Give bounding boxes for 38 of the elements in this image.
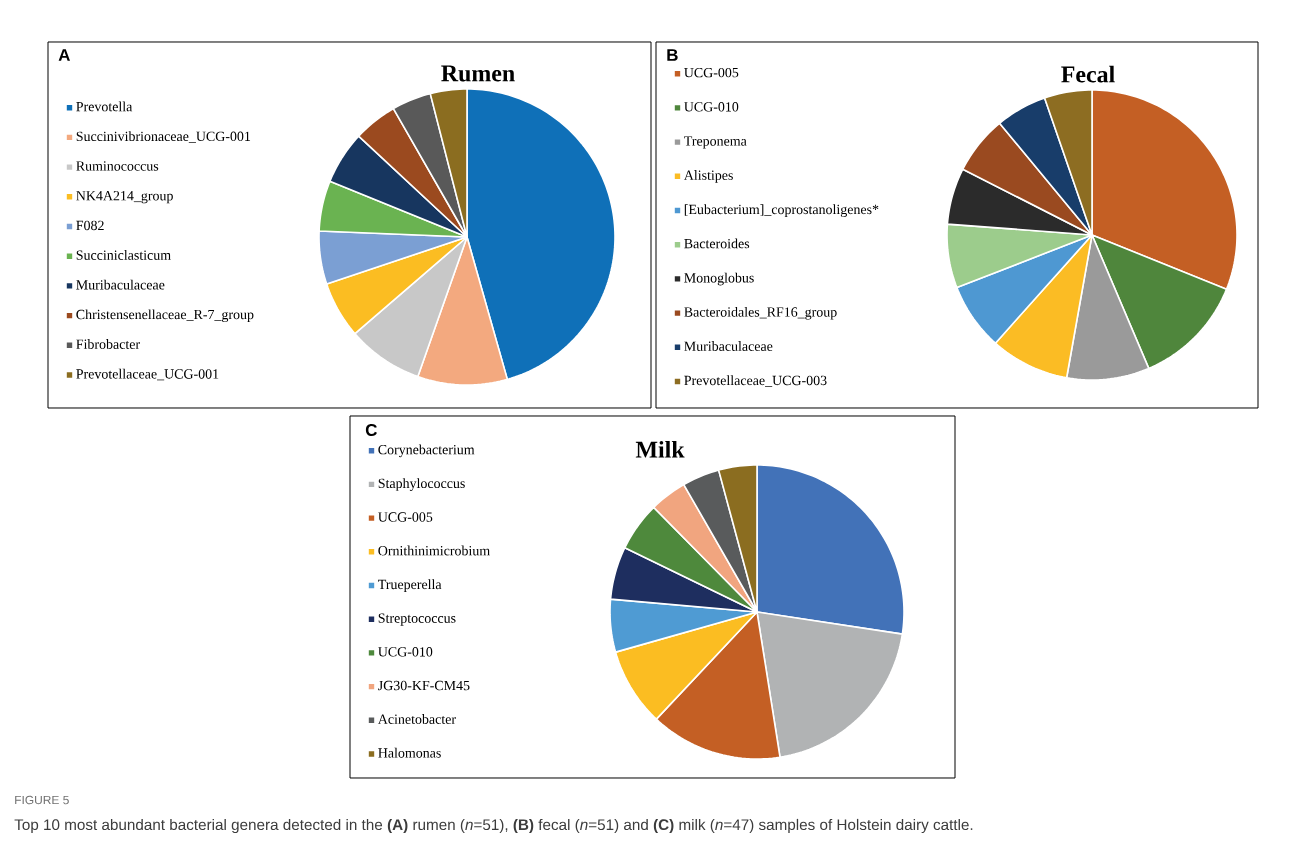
- legend-label: Ornithinimicrobium: [378, 545, 490, 556]
- legend-label: Muribaculaceae: [76, 279, 165, 290]
- legend-label: Alistipes: [683, 170, 733, 183]
- legend-label: Treponema: [684, 136, 747, 149]
- legend-label: UCG-010: [684, 102, 739, 112]
- legend-label: Bacteroidales_RF16_group: [684, 306, 837, 320]
- legend-label: Succiniclasticum: [76, 250, 171, 260]
- legend-label: Ruminococcus: [76, 161, 159, 171]
- text: B: [667, 49, 678, 61]
- legend-label: Corynebacterium: [378, 444, 475, 458]
- legend-label: Staphylococcus: [378, 478, 465, 491]
- chart-title: Milk: [635, 440, 685, 458]
- legend-label: Muribaculaceae: [684, 341, 773, 351]
- caption: FIGURE 5: [15, 795, 69, 805]
- legend-label: UCG-005: [684, 67, 739, 78]
- legend-label: Succinivibrionaceae_UCG-001: [76, 131, 251, 143]
- legend-label: UCG-010: [378, 647, 433, 657]
- legend-label: Fibrobacter: [76, 339, 140, 349]
- legend-label: Acinetobacter: [377, 714, 456, 724]
- text: C: [365, 424, 377, 436]
- legend-label: Streptococcus: [378, 613, 456, 626]
- legend-label: JG30-KF-CM45: [378, 680, 470, 691]
- text: A: [58, 49, 70, 61]
- legend-label: UCG-005: [378, 512, 433, 522]
- legend-label: Prevotella: [76, 101, 133, 112]
- legend-label: Christensenellaceae_R-7_group: [76, 309, 254, 323]
- legend-label: [Eubacterium]_coprostanoligenes*: [684, 204, 879, 218]
- text: Top 10 most abundant bacterial genera detected in the (A) rumen (n=51), (B) fecal (n=51) and (C) milk (n=47) samples of Holstein dairy cattle.: [14, 818, 973, 834]
- text: Fecal: [1061, 65, 1115, 83]
- legend-label: Trueperella: [378, 579, 442, 592]
- legend-label: Prevotellaceae_UCG-001: [76, 368, 219, 381]
- text: Rumen: [441, 65, 515, 82]
- legend-label: Bacteroides: [684, 238, 750, 249]
- legend-label: Prevotellaceae_UCG-003: [684, 375, 827, 387]
- legend-label: Halomonas: [378, 747, 441, 758]
- legend-label: Monoglobus: [684, 272, 754, 286]
- legend-label: NK4A214_group: [76, 191, 173, 204]
- legend-label: F082: [76, 220, 104, 231]
